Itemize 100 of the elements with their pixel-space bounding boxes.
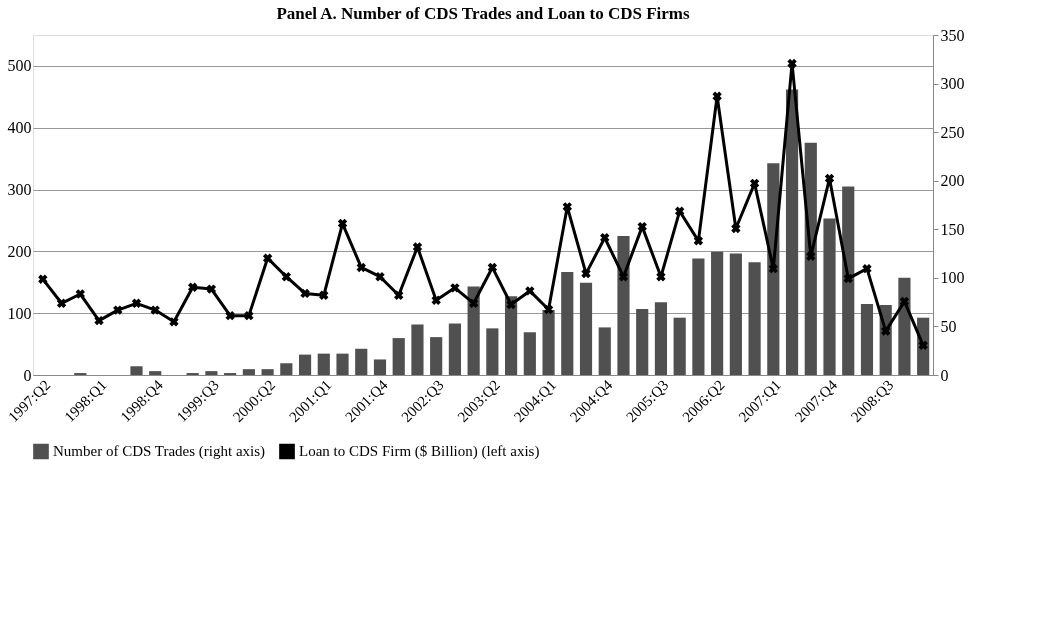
y2-tick-label: 200	[940, 172, 965, 190]
y2-tick-label: 350	[940, 26, 965, 44]
bar	[448, 323, 461, 375]
bar	[298, 354, 312, 375]
bar	[729, 253, 742, 375]
bar	[842, 186, 855, 375]
bar	[598, 327, 611, 375]
bar	[280, 363, 293, 375]
bar	[317, 353, 330, 375]
bar	[242, 369, 255, 375]
y-tick-label: 300	[7, 181, 32, 199]
point	[225, 310, 235, 321]
bar	[149, 371, 162, 375]
point	[337, 218, 348, 229]
point	[637, 221, 647, 232]
point	[562, 202, 572, 212]
bar	[523, 332, 536, 375]
bar	[860, 304, 874, 375]
bar	[373, 359, 387, 375]
point	[787, 58, 797, 69]
bar	[486, 328, 499, 375]
bar	[636, 308, 649, 375]
point	[506, 299, 516, 310]
bar	[673, 317, 686, 375]
point	[356, 262, 366, 273]
bar	[561, 272, 574, 375]
y2-tick-label: 300	[940, 75, 965, 93]
point	[394, 290, 404, 300]
bar	[785, 89, 799, 375]
point	[319, 290, 329, 300]
bar	[392, 338, 405, 375]
point	[300, 288, 310, 299]
point	[693, 236, 704, 246]
bar	[804, 142, 817, 375]
bar	[823, 218, 836, 375]
point	[749, 178, 760, 189]
point	[656, 272, 666, 282]
point	[862, 263, 872, 274]
y-tick-label: 500	[7, 57, 32, 75]
y2-tick-label: 100	[940, 269, 965, 287]
point	[581, 268, 591, 279]
point	[918, 340, 928, 351]
point	[600, 233, 610, 243]
point	[731, 223, 741, 234]
point	[412, 242, 423, 252]
point	[187, 282, 198, 292]
point	[244, 310, 254, 321]
bar	[411, 324, 424, 375]
point	[431, 295, 441, 305]
point	[881, 326, 891, 336]
bar	[205, 371, 218, 375]
point	[806, 251, 816, 261]
y-tick-label: 100	[7, 304, 32, 322]
point	[206, 284, 217, 294]
y2-tick-label: 150	[940, 220, 965, 238]
bar	[130, 366, 143, 375]
y-tick-label: 200	[7, 242, 32, 260]
bar	[336, 353, 349, 375]
bar	[617, 236, 630, 375]
y-tick-label: 0	[23, 366, 32, 384]
point	[468, 298, 479, 308]
point	[150, 305, 160, 315]
point	[450, 283, 460, 293]
point	[824, 173, 835, 184]
y2-tick-label: 0	[940, 366, 949, 384]
bar	[748, 262, 761, 375]
bar	[430, 337, 443, 375]
point	[131, 298, 142, 308]
y-tick-label: 400	[7, 119, 32, 137]
point	[113, 305, 123, 315]
point	[618, 272, 629, 282]
bar	[261, 369, 274, 375]
bar	[692, 258, 705, 375]
bar	[898, 277, 911, 375]
point	[543, 304, 554, 315]
bar	[467, 286, 480, 375]
point	[262, 253, 273, 263]
point	[674, 206, 685, 216]
legend-label: Loan to CDS Firm ($ Billion) (left axis)	[299, 443, 540, 461]
point	[525, 286, 535, 296]
bar	[579, 282, 593, 375]
point	[768, 263, 779, 274]
point	[281, 272, 292, 282]
point	[75, 289, 85, 299]
point	[56, 298, 67, 308]
y2-tick-label: 250	[940, 123, 965, 141]
bar	[355, 348, 368, 375]
point	[169, 317, 179, 327]
legend-label: Number of CDS Trades (right axis)	[53, 443, 266, 461]
bar	[505, 296, 518, 375]
point	[38, 274, 48, 284]
bar	[654, 302, 668, 375]
chart-title: Panel A. Number of CDS Trades and Loan to CDS Firms	[276, 4, 690, 23]
point	[712, 91, 722, 101]
bar	[542, 309, 555, 375]
y2-tick-label: 50	[940, 317, 957, 335]
point	[843, 273, 853, 284]
point	[94, 315, 104, 326]
bar	[711, 251, 724, 375]
point	[375, 272, 385, 282]
